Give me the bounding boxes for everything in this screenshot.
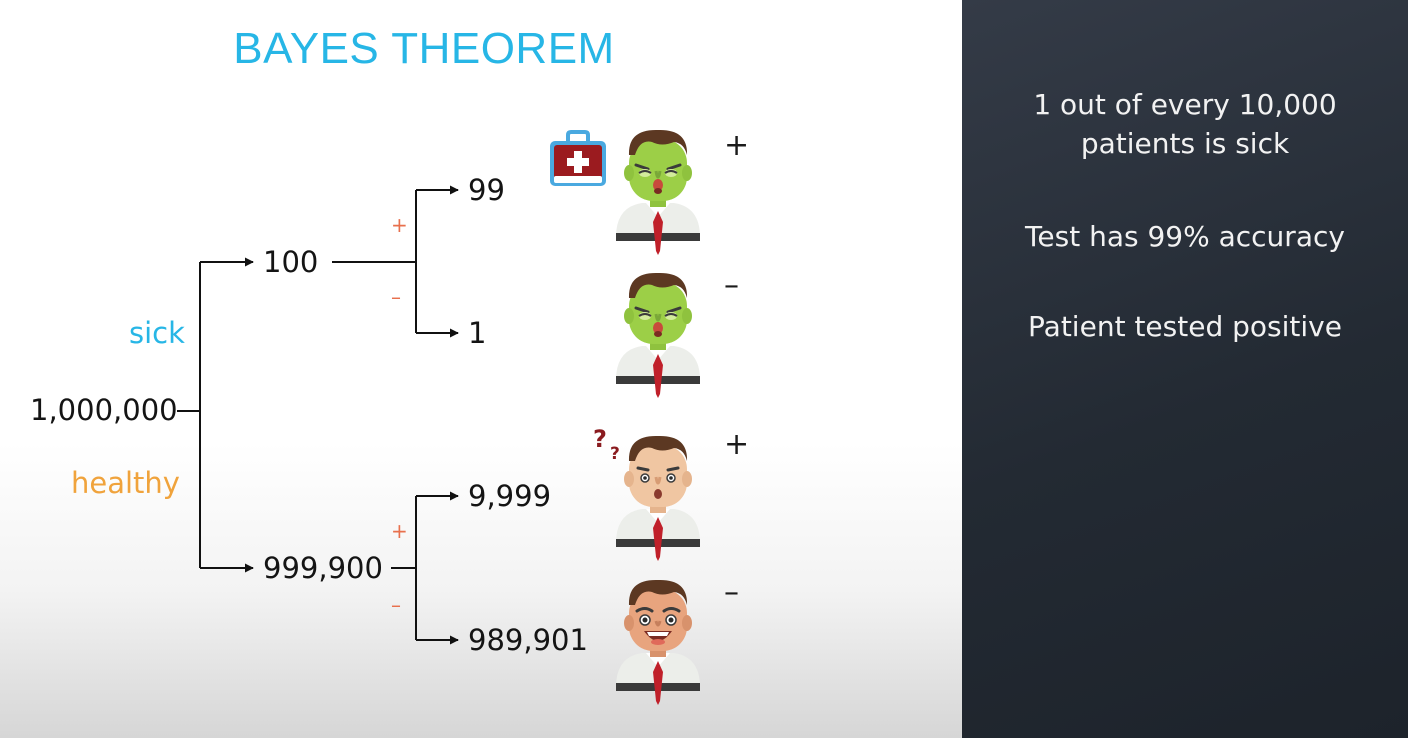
diagram-area: BAYES THEOREM 1,000,000 sick health xyxy=(0,0,962,738)
question-marks-icon: ? ? xyxy=(593,425,620,461)
fact-positive-result: Patient tested positive xyxy=(1028,310,1342,343)
page-title: BAYES THEOREM xyxy=(233,24,615,73)
healthy-person-positive-icon xyxy=(616,435,700,561)
svg-text:?: ? xyxy=(593,425,607,453)
info-panel: 1 out of every 10,000 patients is sick T… xyxy=(962,0,1408,738)
sick-positive-sign: + xyxy=(391,213,408,237)
healthy-person-negative-icon xyxy=(616,579,700,705)
root-count: 1,000,000 xyxy=(30,393,178,427)
result-positive-sign: + xyxy=(724,427,750,462)
sick-person-negative-icon xyxy=(616,272,700,398)
result-positive-sign: + xyxy=(724,128,750,163)
healthy-label: healthy xyxy=(71,466,180,500)
fact-prevalence: 1 out of every 10,000 patients is sick xyxy=(1033,88,1337,160)
healthy-positive-count: 9,999 xyxy=(468,479,552,513)
sick-person-positive-icon xyxy=(616,129,700,255)
first-aid-kit-icon xyxy=(550,130,606,186)
svg-text:?: ? xyxy=(610,444,620,461)
healthy-negative-sign: – xyxy=(391,593,401,617)
fact-accuracy: Test has 99% accuracy xyxy=(1025,220,1345,253)
sick-negative-count: 1 xyxy=(468,316,487,350)
sick-positive-count: 99 xyxy=(468,173,505,207)
healthy-negative-count: 989,901 xyxy=(468,623,588,657)
sick-negative-sign: – xyxy=(391,285,401,309)
sick-count: 100 xyxy=(263,245,319,279)
result-negative-sign: – xyxy=(724,268,739,303)
healthy-count: 999,900 xyxy=(263,551,383,585)
probability-tree-lines xyxy=(177,185,459,645)
healthy-positive-sign: + xyxy=(391,519,408,543)
sick-label: sick xyxy=(129,316,185,350)
result-negative-sign: – xyxy=(724,575,739,610)
